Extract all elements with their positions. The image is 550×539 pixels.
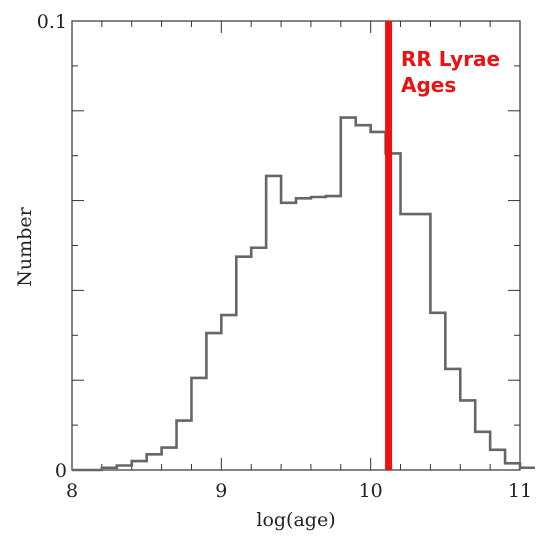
- histogram-bin: [221, 315, 236, 470]
- y-tick-label: 0: [55, 460, 67, 482]
- histogram-bin: [177, 421, 192, 470]
- y-axis-title: Number: [14, 206, 36, 286]
- x-tick-label: 11: [508, 480, 532, 502]
- x-axis-title: log(age): [256, 509, 335, 531]
- x-tick-label: 8: [66, 480, 78, 502]
- histogram-bin: [430, 313, 445, 470]
- histogram-bin: [191, 378, 206, 470]
- histogram-bin: [475, 432, 490, 470]
- histogram-bin: [356, 125, 371, 470]
- histogram-bin: [296, 198, 311, 470]
- x-tick-label: 9: [215, 480, 227, 502]
- y-tick-labels: 00.1: [37, 11, 67, 482]
- histogram-bin: [490, 450, 505, 470]
- histogram-bin: [311, 197, 326, 470]
- histogram-bin: [206, 333, 221, 470]
- histogram-bin: [251, 248, 266, 470]
- x-tick-labels: 8 9 10 11: [66, 480, 532, 502]
- histogram-bin: [162, 448, 177, 470]
- histogram-bin: [281, 203, 296, 470]
- histogram-bin: [236, 257, 251, 470]
- histogram-bin: [341, 118, 356, 470]
- histogram-bin: [147, 454, 162, 470]
- histogram-bin: [326, 196, 341, 470]
- tick-marks: [71, 20, 521, 471]
- marker-label-line-1: RR Lyrae: [401, 47, 500, 71]
- histogram-bin: [371, 132, 386, 470]
- x-tick-label: 10: [359, 480, 383, 502]
- y-tick-label: 0.1: [37, 11, 67, 33]
- histogram-bin: [132, 461, 147, 470]
- histogram-bins: [102, 118, 535, 470]
- histogram-bin: [266, 176, 281, 470]
- histogram-bin: [415, 214, 430, 470]
- histogram-series: [72, 116, 535, 472]
- marker-label-line-2: Ages: [401, 73, 456, 97]
- histogram-bin: [460, 400, 475, 470]
- histogram-bin: [445, 369, 460, 470]
- histogram-bin: [401, 214, 416, 470]
